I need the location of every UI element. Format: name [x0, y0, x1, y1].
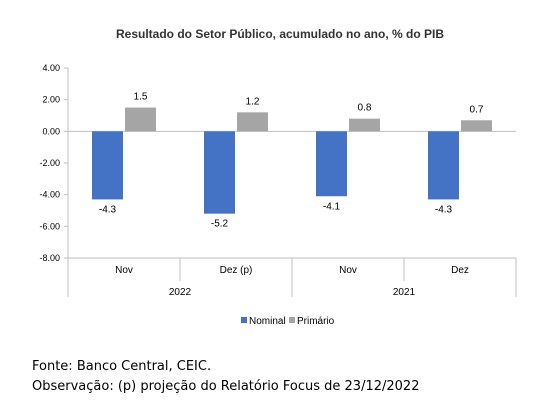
bar-nominal — [204, 131, 235, 214]
chart-category-labels: Nov Dez (p) 2022 Nov Dez 2021 — [115, 265, 469, 298]
bar-primário — [461, 120, 492, 132]
x-category-label: Nov — [339, 265, 357, 276]
x-category-label: Nov — [115, 265, 133, 276]
data-label: -4.3 — [99, 204, 117, 215]
data-label: -5.2 — [211, 219, 229, 230]
y-tick-label: -4.00 — [39, 190, 60, 200]
chart-notes: Fonte: Banco Central, CEIC. Observação: … — [32, 357, 419, 397]
y-tick-label: 4.00 — [42, 63, 60, 73]
data-label: 1.5 — [134, 92, 148, 103]
data-label: 0.7 — [470, 104, 484, 115]
chart: Resultado do Setor Público, acumulado no… — [39, 27, 517, 327]
y-tick-label: -2.00 — [39, 158, 60, 168]
chart-title: Resultado do Setor Público, acumulado no… — [116, 27, 444, 41]
data-label: -4.3 — [435, 204, 453, 215]
chart-legend: Nominal Primário — [241, 316, 335, 327]
bar-nominal — [428, 131, 459, 200]
data-label: 0.8 — [358, 103, 372, 114]
bar-primário — [125, 107, 156, 132]
y-tick-label: 2.00 — [42, 95, 60, 105]
bar-nominal — [92, 131, 123, 200]
bar-primário — [237, 112, 268, 132]
y-tick-label: 0.00 — [42, 126, 60, 136]
chart-bars — [92, 107, 492, 214]
chart-data-labels: -4.3 1.5 -5.2 1.2 -4.1 0.8 -4.3 0.7 — [99, 92, 484, 230]
bar-nominal — [316, 131, 347, 197]
legend-label: Primário — [297, 316, 335, 327]
observation-note: Observação: (p) projeção do Relatório Fo… — [32, 379, 420, 394]
x-category-label: Dez — [451, 265, 469, 276]
y-tick-label: -8.00 — [39, 253, 60, 263]
data-label: 1.2 — [246, 96, 260, 107]
x-group-label: 2021 — [393, 287, 416, 298]
x-group-label: 2022 — [169, 287, 192, 298]
x-category-label: Dez (p) — [220, 265, 253, 276]
bar-primário — [349, 118, 380, 132]
data-label: -4.1 — [323, 201, 341, 212]
legend-swatch — [241, 317, 247, 323]
legend-swatch — [289, 317, 295, 323]
y-tick-label: -6.00 — [39, 221, 60, 231]
source-note: Fonte: Banco Central, CEIC. — [32, 359, 212, 374]
legend-label: Nominal — [249, 316, 286, 327]
